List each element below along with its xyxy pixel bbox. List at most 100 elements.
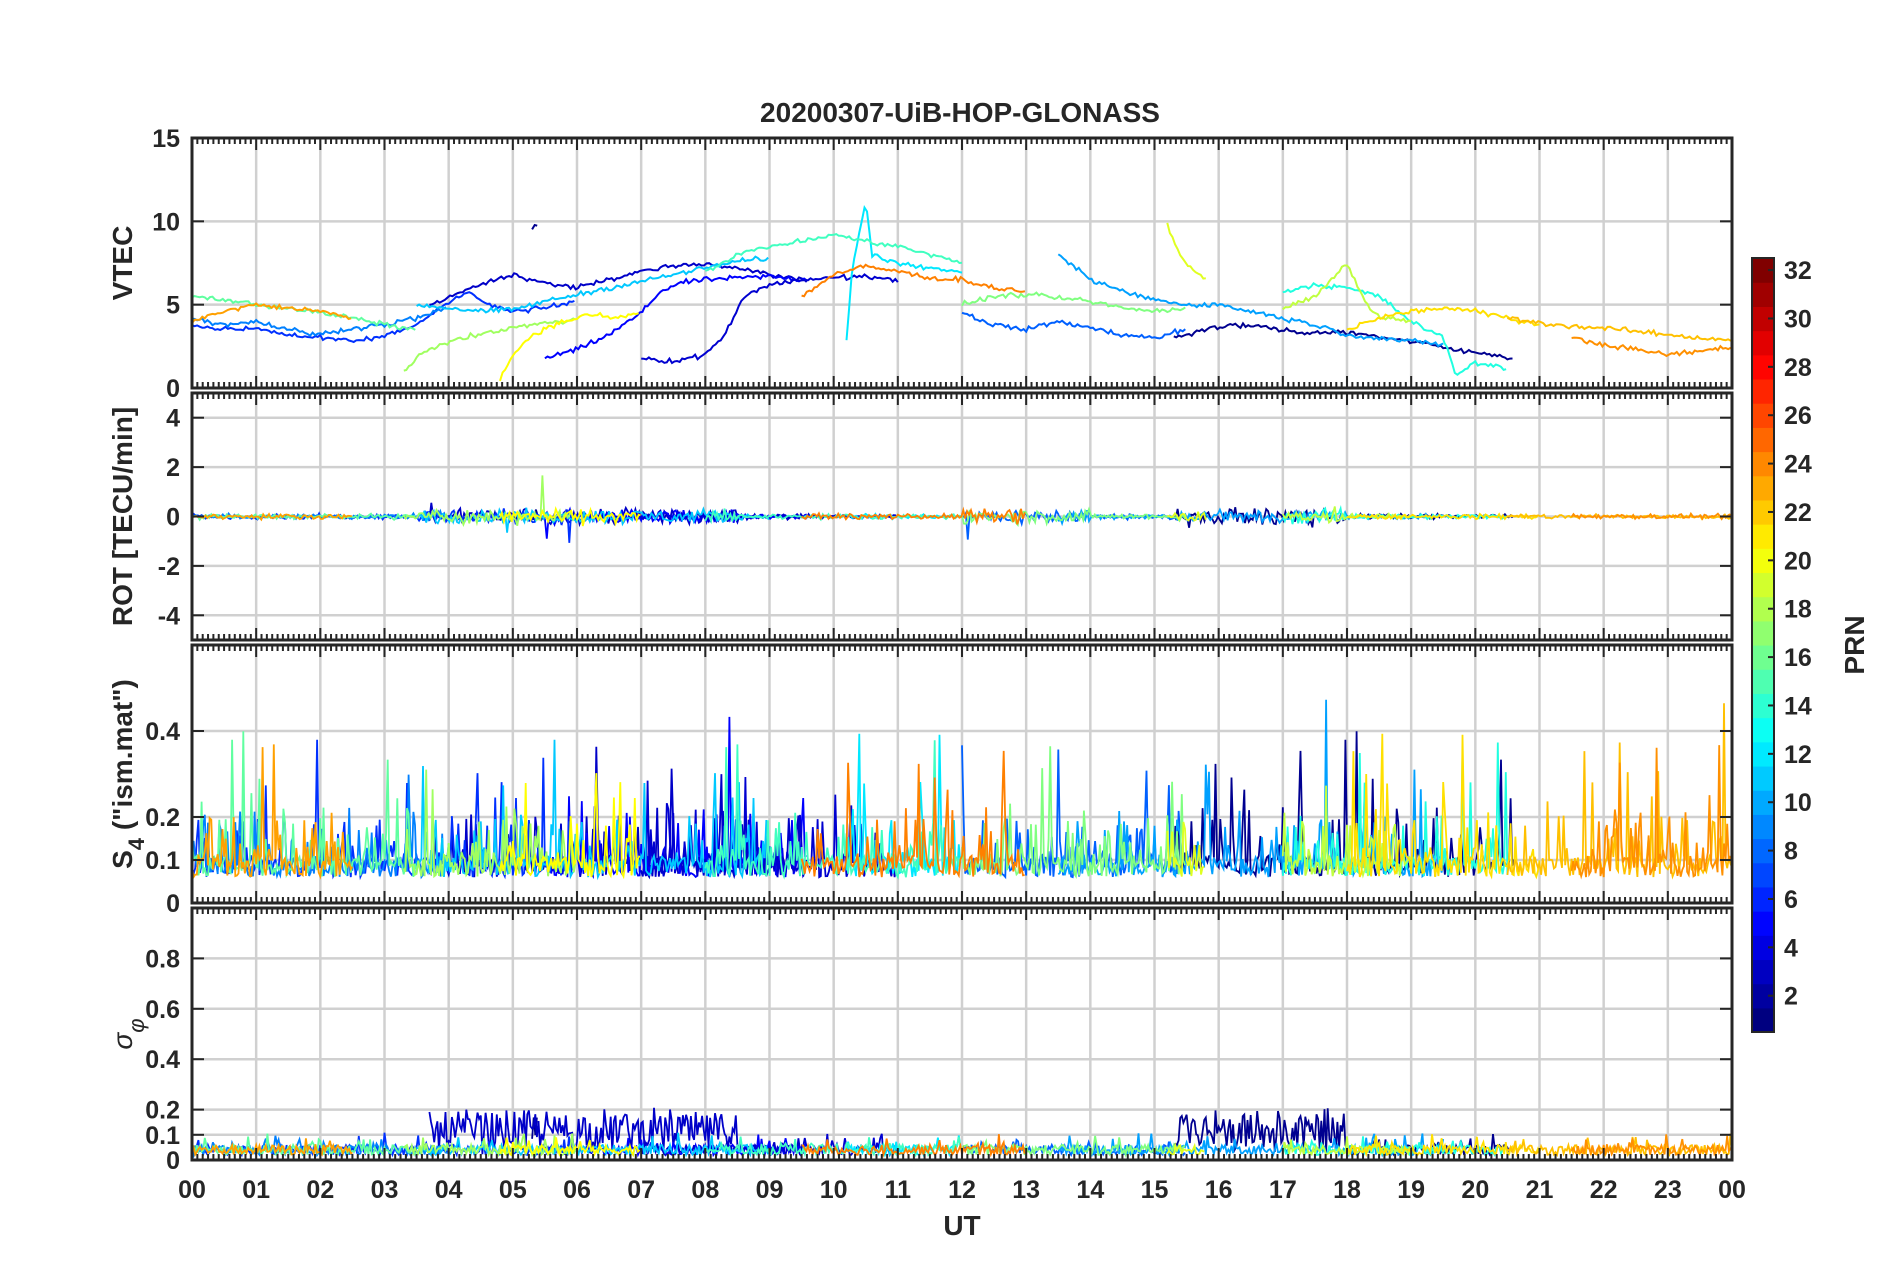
colorbar-segment — [1752, 862, 1774, 888]
colorbar-segment — [1752, 669, 1774, 694]
vtec-line-prn-3 — [429, 262, 808, 306]
y-tick-label: -2 — [158, 553, 180, 581]
vtec-line-prn-20 — [499, 311, 639, 382]
y-tick-label: 4 — [166, 405, 180, 433]
x-tick-label: 03 — [371, 1176, 399, 1204]
x-tick-label: 16 — [1205, 1176, 1233, 1204]
y-tick-label: 0.2 — [145, 1097, 180, 1125]
colorbar-segment — [1752, 258, 1774, 283]
colorbar-tick-label: 30 — [1784, 305, 1812, 333]
colorbar-segment — [1752, 765, 1774, 791]
y-tick-label: 0 — [166, 375, 180, 403]
colorbar-segment — [1752, 1007, 1774, 1033]
rot-line-prn-23 — [191, 512, 353, 522]
colorbar-tick-label: 10 — [1784, 789, 1812, 817]
x-tick-label: 08 — [691, 1176, 719, 1204]
colorbar-segment — [1752, 741, 1774, 767]
colorbar-segment — [1752, 524, 1774, 549]
colorbar-segment — [1752, 572, 1774, 598]
colorbar-segment — [1752, 935, 1774, 961]
x-tick-labels: 00 01 02 03 04 05 06 07 08 09 10 11 12 13 14 15 16 17 18 19… — [178, 1176, 1746, 1204]
colorbar-segment — [1752, 499, 1774, 525]
colorbar-tick-label: 12 — [1784, 741, 1812, 769]
vtec-line-prn-13 — [1282, 281, 1507, 376]
y-tick-label: 0.4 — [145, 718, 180, 746]
s4-line-prn-24 — [800, 750, 1025, 879]
x-tick-label: 22 — [1590, 1176, 1618, 1204]
rot-line-prn-20 — [499, 505, 641, 527]
y-tick-label: 5 — [166, 292, 180, 320]
sigma-phi-line-prn-25 — [1570, 1134, 1733, 1157]
y-axis-label: VTEC — [107, 226, 138, 301]
colorbar-segment — [1752, 475, 1774, 501]
s4-line-prn-17 — [402, 769, 577, 879]
vtec-line-prn-9 — [1057, 253, 1444, 348]
vtec-line-prn-25 — [1571, 336, 1732, 358]
x-tick-label: 19 — [1397, 1176, 1425, 1204]
colorbar-frame — [1751, 257, 1775, 1033]
panel-1: 0 5 10 15 VTEC — [107, 125, 1732, 403]
colorbar-tick-label: 16 — [1784, 644, 1812, 672]
x-tick-label: 12 — [948, 1176, 976, 1204]
y-tick-label: 0.8 — [145, 945, 180, 973]
axes-frame-1 — [190, 136, 1734, 390]
colorbar-segment — [1752, 330, 1774, 356]
colorbar-segment — [1752, 427, 1774, 453]
colorbar-label: PRN — [1839, 615, 1870, 674]
colorbar-segment — [1752, 282, 1774, 307]
colorbar-tick-label: 14 — [1784, 692, 1812, 720]
series-prn-20 — [499, 311, 641, 1158]
vtec-line-prn-4 — [544, 273, 808, 360]
x-tick-label: 13 — [1012, 1176, 1040, 1204]
colorbar-tick-label: 28 — [1784, 354, 1812, 382]
colorbar-tick-label: 2 — [1784, 983, 1798, 1011]
series-prn-17 — [402, 317, 577, 1158]
colorbar-segment — [1752, 596, 1774, 622]
sigma-phi-line-prn-21 — [1346, 1134, 1541, 1158]
colorbar-segment — [1752, 790, 1774, 815]
colorbar-tick-label: 8 — [1784, 838, 1798, 866]
y-tick-label: 0.1 — [145, 847, 180, 875]
vtec-line-prn-14 — [705, 233, 963, 272]
sigma-phi-line-prn-20 — [499, 1137, 641, 1158]
y-axis-label: ROT [TECU/min] — [107, 407, 138, 626]
rot-line-prn-18 — [1282, 506, 1411, 525]
x-axis-label: UT — [943, 1210, 980, 1241]
colorbar-tick-label: 32 — [1784, 257, 1812, 285]
s4-line-prn-25 — [1570, 745, 1733, 880]
y-tick-label: 0 — [166, 504, 180, 532]
colorbar-segment — [1752, 354, 1774, 380]
y-tick-label: -4 — [158, 602, 180, 630]
colorbar-segment — [1752, 911, 1774, 936]
y-axis-label: S4 ("ism.mat") — [107, 679, 149, 869]
x-tick-label: 15 — [1141, 1176, 1169, 1204]
vtec-line-prn-15 — [191, 295, 416, 331]
colorbar-segment — [1752, 645, 1774, 670]
y-tick-label: 0.4 — [145, 1046, 180, 1074]
s4-line-prn-19 — [1166, 821, 1205, 877]
x-tick-label: 00 — [178, 1176, 206, 1204]
vtec-line-prn-23 — [191, 302, 352, 324]
sigma-phi-line-prn-17 — [403, 1133, 577, 1158]
vtec-line-prn-6 — [191, 291, 575, 344]
y-tick-label: 10 — [152, 208, 180, 236]
colorbar-segment — [1752, 620, 1774, 646]
colorbar-segment — [1752, 306, 1774, 332]
x-tick-label: 14 — [1076, 1176, 1104, 1204]
colorbar-tick-label: 18 — [1784, 596, 1812, 624]
x-tick-label: 17 — [1269, 1176, 1297, 1204]
axes-frame-3 — [190, 643, 1734, 905]
panel-4: 00.10.2 0.4 0.6 0.8 σφ — [107, 908, 1732, 1175]
colorbar-tick-label: 6 — [1784, 886, 1798, 914]
y-tick-label: 0.2 — [145, 804, 180, 832]
rot-line-prn-19 — [1167, 511, 1207, 522]
axes-frames — [190, 136, 1734, 1162]
colorbar-tick-label: 24 — [1784, 451, 1812, 479]
series-prn-23 — [191, 302, 354, 1157]
x-tick-label: 20 — [1461, 1176, 1489, 1204]
x-tick-label: 04 — [435, 1176, 463, 1204]
x-tick-label: 05 — [499, 1176, 527, 1204]
x-tick-label: 09 — [756, 1176, 784, 1204]
